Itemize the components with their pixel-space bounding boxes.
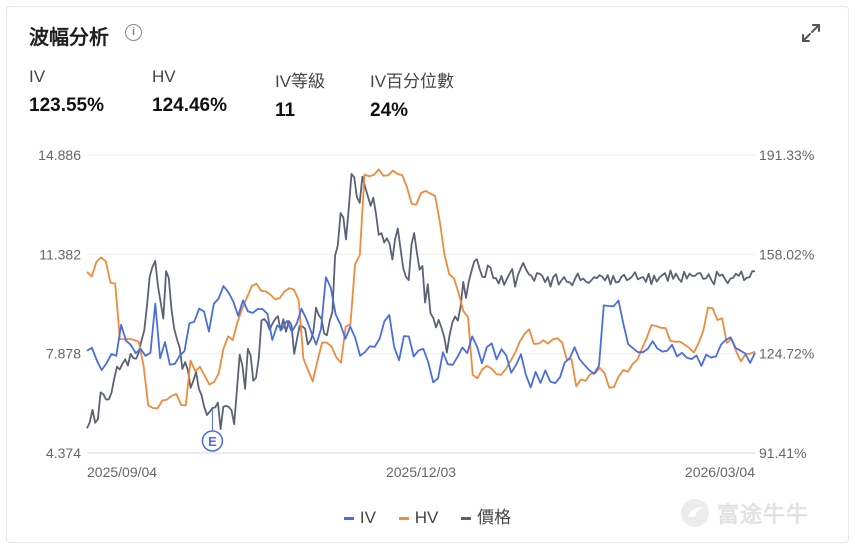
futu-logo-icon: [681, 499, 709, 527]
series-line-iv: [86, 276, 756, 389]
metric-label: IV等級: [275, 72, 326, 91]
expand-icon[interactable]: [799, 21, 823, 45]
right-axis-tick-label: 191.33%: [759, 147, 814, 163]
metric-iv-percentile: IV百分位數 24%: [370, 67, 454, 122]
legend-label-hv: HV: [414, 508, 439, 527]
legend-label-iv: IV: [359, 508, 376, 527]
legend-swatch-hv: [398, 517, 409, 521]
metric-label: HV: [152, 67, 176, 86]
legend-item-price[interactable]: 價格: [461, 503, 511, 528]
metric-value: 11: [275, 100, 296, 121]
x-axis-tick-label: 2026/03/04: [685, 464, 755, 480]
right-axis-tick-label: 124.72%: [759, 346, 814, 362]
metric-iv: IV 123.55%: [29, 67, 104, 117]
metric-label: IV: [29, 67, 46, 86]
metric-label: IV百分位數: [370, 72, 455, 91]
metric-value: 124.46%: [152, 95, 228, 116]
series-line-price: [86, 172, 756, 430]
info-icon[interactable]: i: [125, 24, 142, 41]
event-marker-label: E: [208, 434, 217, 449]
x-axis-tick-label: 2025/12/03: [386, 464, 456, 480]
card-title: 波幅分析: [29, 27, 109, 49]
series-line-hv: [86, 168, 756, 410]
x-axis-tick-label: 2025/09/04: [87, 464, 157, 480]
legend-item-hv[interactable]: HV: [398, 508, 439, 528]
legend-item-iv[interactable]: IV: [343, 508, 376, 528]
metric-hv: HV 124.46%: [152, 67, 227, 117]
legend-swatch-iv: [343, 517, 354, 521]
left-axis-tick-label: 4.374: [46, 445, 81, 461]
right-axis-tick-label: 91.41%: [759, 445, 806, 461]
left-axis-tick-label: 14.886: [38, 147, 81, 163]
volatility-card: 波幅分析 i IV 123.55% HV 124.46% IV等級 11 IV百…: [6, 6, 849, 543]
legend-swatch-price: [461, 517, 472, 521]
volatility-chart[interactable]: 14.886 191.33% 11.382 158.02% 7.878 124.72% 4.…: [7, 7, 848, 542]
right-axis-tick-label: 158.02%: [759, 246, 814, 262]
chart-legend: IV HV 價格: [7, 503, 848, 528]
event-marker[interactable]: [201, 430, 224, 452]
left-axis-tick-label: 7.878: [46, 346, 81, 362]
metric-value: 123.55%: [29, 95, 105, 116]
metric-iv-rank: IV等級 11: [275, 67, 325, 122]
watermark-text: 富途牛牛: [717, 502, 810, 527]
left-axis-tick-label: 11.382: [39, 246, 81, 262]
metric-value: 24%: [370, 100, 409, 121]
watermark: 富途牛牛: [679, 497, 809, 529]
legend-label-price: 價格: [477, 508, 512, 527]
